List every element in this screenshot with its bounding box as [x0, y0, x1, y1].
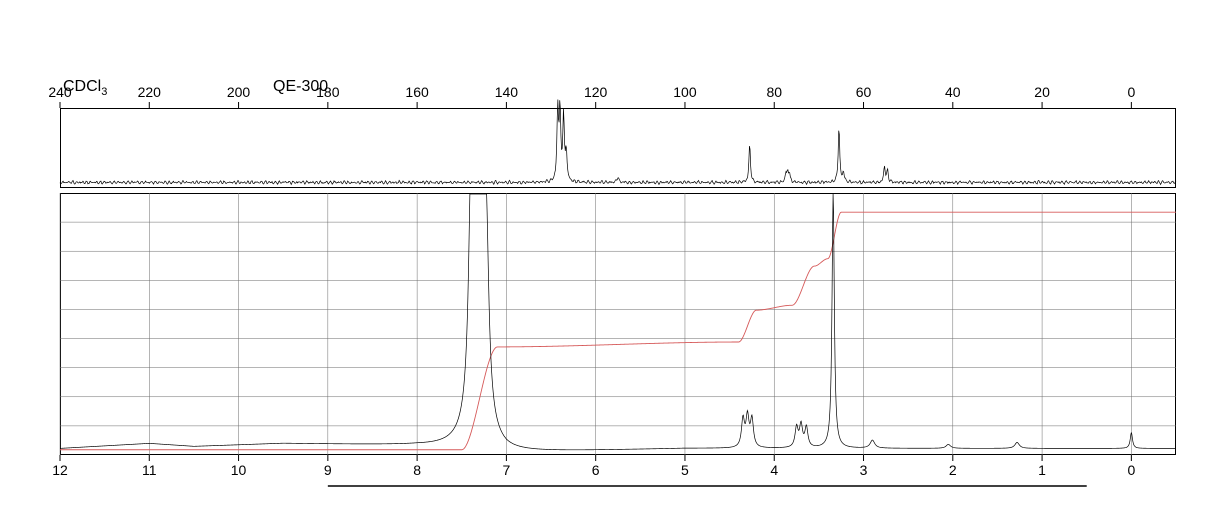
h1-spectrum: [60, 194, 1176, 450]
h1-grid: [60, 193, 1176, 455]
c13-axis-ticks: [60, 102, 1131, 108]
c13-tick-label: 0: [1117, 84, 1145, 100]
c13-tick-label: 120: [582, 84, 610, 100]
c13-tick-label: 240: [46, 84, 74, 100]
h1-tick-label: 11: [137, 462, 161, 478]
h1-axis-ticks: [60, 455, 1131, 461]
nmr-figure: CDCl3 QE-300 240220200180160140120100806…: [0, 0, 1224, 528]
h1-tick-label: 9: [316, 462, 340, 478]
c13-tick-label: 160: [403, 84, 431, 100]
h1-tick-label: 10: [227, 462, 251, 478]
h1-integral-curve: [60, 212, 1176, 450]
c13-tick-label: 180: [314, 84, 342, 100]
h1-tick-label: 2: [941, 462, 965, 478]
h1-tick-label: 5: [673, 462, 697, 478]
h1-tick-label: 1: [1030, 462, 1054, 478]
plot-svg: [0, 0, 1224, 528]
c13-tick-label: 20: [1028, 84, 1056, 100]
h1-tick-label: 7: [494, 462, 518, 478]
c13-tick-label: 100: [671, 84, 699, 100]
h1-tick-label: 3: [852, 462, 876, 478]
c13-tick-label: 220: [135, 84, 163, 100]
h1-tick-label: 6: [584, 462, 608, 478]
c13-tick-label: 140: [492, 84, 520, 100]
h1-tick-label: 0: [1119, 462, 1143, 478]
h1-tick-label: 4: [762, 462, 786, 478]
c13-tick-label: 80: [760, 84, 788, 100]
h1-tick-label: 12: [48, 462, 72, 478]
c13-spectrum: [60, 99, 1176, 184]
c13-tick-label: 40: [939, 84, 967, 100]
c13-tick-label: 200: [225, 84, 253, 100]
h1-tick-label: 8: [405, 462, 429, 478]
c13-tick-label: 60: [850, 84, 878, 100]
